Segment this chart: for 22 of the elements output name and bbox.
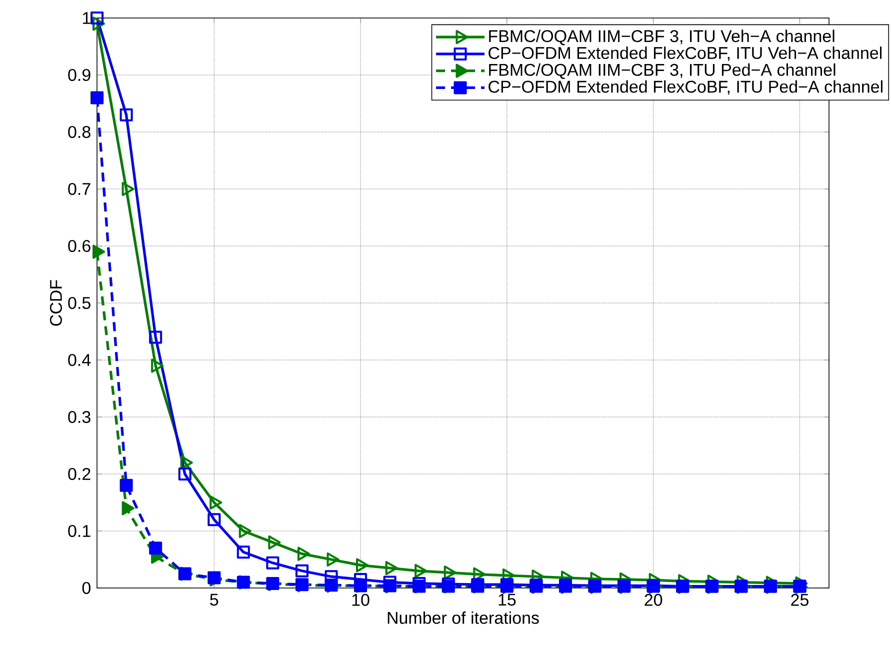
y-tick-label: 0.8: [68, 126, 90, 138]
x-tick-label: 15: [498, 594, 516, 606]
y-tick-label: 0: [82, 582, 90, 594]
y-tick-label: 0.7: [68, 182, 90, 196]
y-tick-label: 0.3: [68, 410, 90, 424]
y-tick-label: 0.5: [68, 296, 90, 310]
y-tick-label: 0.4: [68, 354, 91, 366]
y-tick-label: 0.6: [68, 240, 90, 252]
legend-label: FBMC/OQAM IIM−CBF 3, ITU Veh−A channel: [489, 30, 834, 46]
y-tick-label: 1: [82, 12, 90, 24]
x-tick-label: 5: [210, 594, 218, 606]
y-tick-label: 0.1: [68, 524, 90, 538]
legend-label: FBMC/OQAM IIM−CBF 3, ITU Ped−A channel: [489, 63, 836, 79]
x-tick-label: 25: [791, 594, 808, 606]
legend-label: CP−OFDM Extended FlexCoBF, ITU Veh−A channel: [488, 46, 882, 62]
x-tick-label: 10: [352, 594, 370, 606]
x-tick-label: 20: [644, 594, 662, 606]
x-axis-title: Number of iterations: [388, 611, 539, 624]
y-axis-title: CCDF: [50, 280, 62, 326]
y-tick-label: 0.9: [68, 68, 90, 82]
legend-label: CP−OFDM Extended FlexCoBF, ITU Ped−A channel: [488, 80, 882, 95]
y-tick-label: 0.2: [68, 468, 90, 480]
